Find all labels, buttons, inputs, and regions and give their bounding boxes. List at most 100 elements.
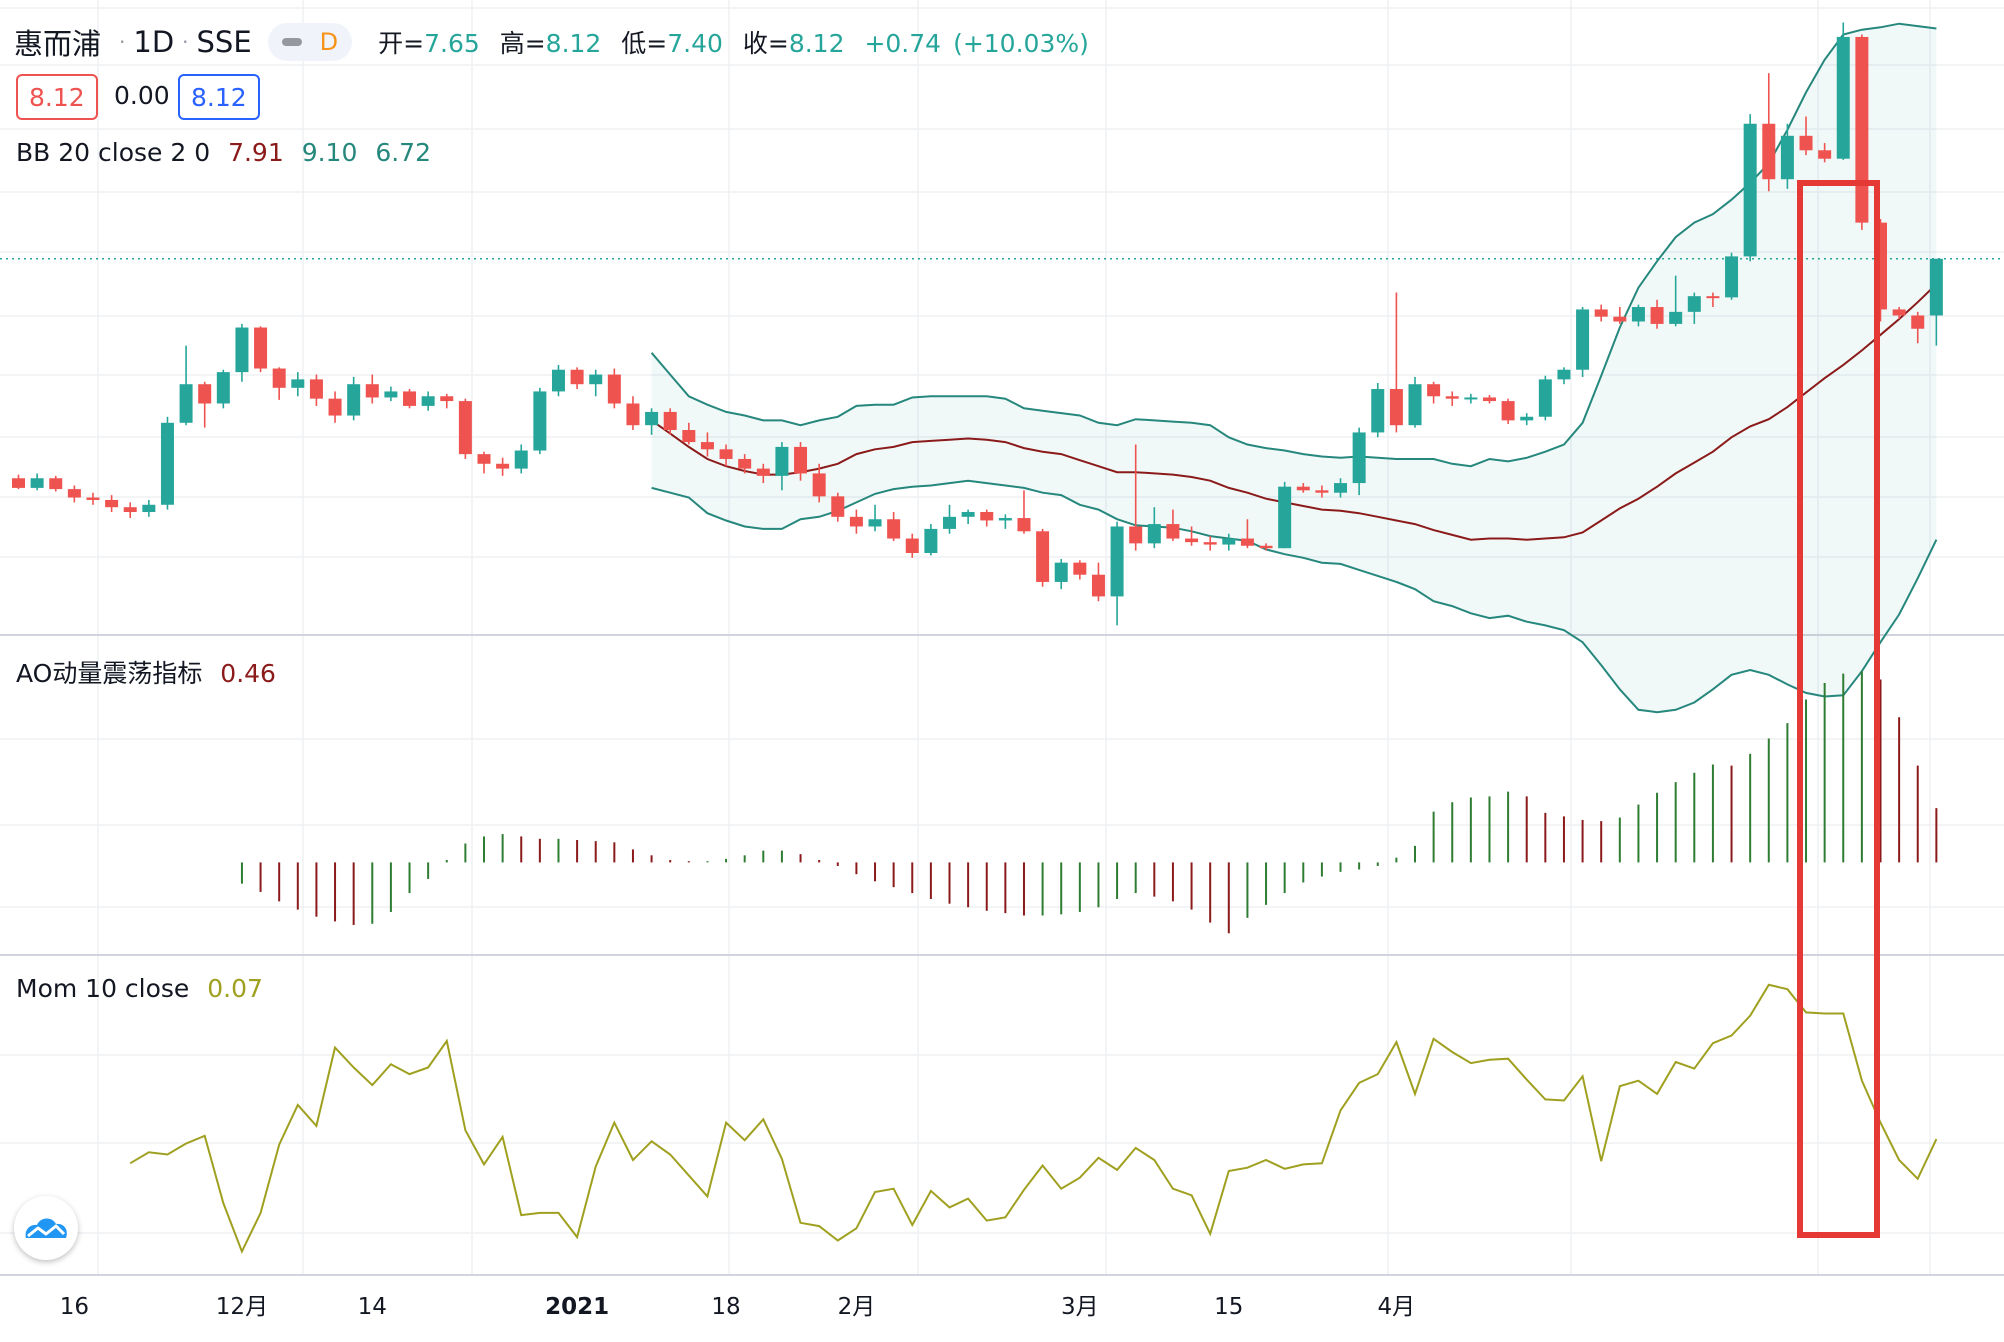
candle-body [589, 374, 603, 385]
candlestick-series [12, 22, 1943, 626]
sell-price-button[interactable]: 8.12 [16, 74, 98, 120]
bb-lower-value: 6.72 [375, 138, 431, 167]
candle [1631, 304, 1645, 327]
cloud-logo-icon [25, 1218, 67, 1238]
candle-body [1911, 315, 1925, 329]
candle [30, 473, 44, 491]
mom-legend-name: Mom 10 close [16, 974, 190, 1003]
candle [1687, 292, 1701, 324]
candle-body [1687, 296, 1701, 312]
candle-body [272, 368, 286, 388]
visibility-toggle[interactable]: D [267, 23, 353, 61]
bollinger-lower-line [651, 479, 1938, 714]
bb-legend[interactable]: BB 20 close 2 0 7.91 9.10 6.72 [16, 138, 431, 167]
candle [924, 524, 938, 556]
candle [1836, 22, 1850, 160]
candle-body [1222, 538, 1236, 545]
candle-body [1445, 396, 1459, 399]
candle [551, 364, 565, 397]
candle-body [1669, 311, 1683, 324]
time-axis-label: 14 [358, 1294, 387, 1320]
candle-body [1110, 526, 1124, 597]
candle [440, 393, 454, 409]
candle-body [756, 468, 770, 476]
candle [365, 374, 379, 404]
candle-body [1352, 432, 1366, 484]
candle [1352, 427, 1366, 496]
candle-body [1334, 483, 1348, 493]
candle-body [1389, 389, 1403, 426]
candle-body [496, 463, 510, 469]
open-label: 开= [378, 29, 425, 58]
candle-body [1166, 524, 1180, 539]
candle [589, 369, 603, 397]
candle-body [1408, 384, 1422, 426]
symbol-name[interactable]: 惠而浦 [14, 27, 102, 61]
candle-body [458, 401, 472, 455]
candle-body [1464, 397, 1478, 400]
candle-body [1594, 309, 1608, 317]
candle [1166, 509, 1180, 541]
candle-body [1147, 524, 1161, 544]
candle-body [179, 384, 193, 423]
candle [1706, 292, 1720, 308]
candle-body [1929, 258, 1943, 316]
candle [998, 514, 1012, 529]
candle-body [49, 478, 63, 490]
candle-body [1538, 379, 1552, 417]
candle-body [198, 384, 212, 404]
candle-body [123, 507, 137, 513]
close-label: 收= [742, 29, 789, 58]
candle [1445, 391, 1459, 406]
candle-body [775, 446, 789, 476]
candle [458, 398, 472, 459]
candle-body [1073, 562, 1087, 575]
candle [1222, 533, 1236, 551]
candle [1408, 376, 1422, 428]
buy-price-button[interactable]: 8.12 [178, 74, 260, 120]
time-axis-label: 3月 [1061, 1294, 1099, 1320]
interval-label[interactable]: 1D [133, 25, 175, 59]
candle [1520, 413, 1534, 426]
candle-body [1501, 401, 1515, 421]
candle [607, 368, 621, 409]
separator-dot: · [119, 30, 126, 54]
candle [1799, 116, 1813, 156]
candle-body [1017, 518, 1031, 532]
candle-body [328, 398, 342, 416]
candle-body [831, 496, 845, 517]
low-label: 低= [621, 29, 668, 58]
candle-body [1725, 256, 1739, 298]
candle [1185, 526, 1199, 546]
candle-body [998, 518, 1012, 521]
candle-body [663, 411, 677, 431]
candle [1669, 275, 1683, 327]
candle-body [12, 478, 25, 488]
candle [198, 381, 212, 428]
candle-body [67, 489, 81, 498]
candle-body [1278, 486, 1292, 549]
mom-legend[interactable]: Mom 10 close 0.07 [16, 974, 263, 1003]
candle-body [160, 422, 174, 505]
exchange-label: SSE [196, 25, 252, 59]
candle [682, 422, 696, 445]
tradingview-logo[interactable] [14, 1196, 78, 1260]
bb-legend-name: BB 20 close 2 0 [16, 138, 211, 167]
candle [105, 495, 119, 513]
candle [142, 499, 156, 517]
candle-body [347, 384, 361, 416]
ao-legend[interactable]: AO动量震荡指标 0.46 [16, 654, 276, 690]
ao-value: 0.46 [220, 659, 276, 688]
candle-body [533, 391, 547, 451]
separator-dot: · [182, 30, 189, 54]
mom-value: 0.07 [207, 974, 263, 1003]
candle [775, 442, 789, 491]
candle [645, 408, 659, 435]
candle [1743, 114, 1757, 262]
candle [1054, 559, 1068, 590]
candle-body [1240, 538, 1254, 546]
candle [1334, 478, 1348, 498]
time-axis-label: 16 [60, 1294, 89, 1320]
candle [328, 391, 342, 423]
